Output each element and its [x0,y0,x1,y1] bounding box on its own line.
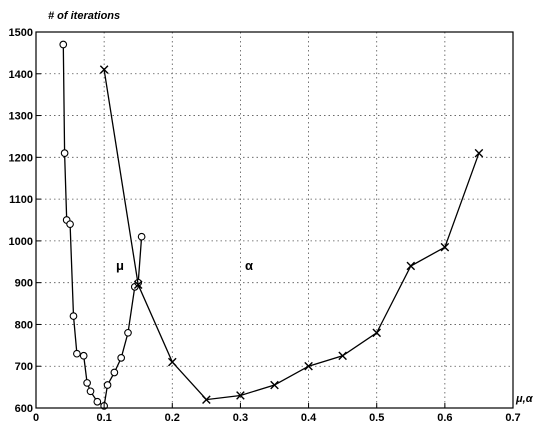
x-tick-label: 0.5 [369,412,384,422]
data-point-mu [83,379,91,387]
axis-ticks: 0 0.1 0.2 0.3 0.4 0.5 0.6 0.7 600 700 800 900 1000 11… [9,27,521,422]
y-tick-label: 700 [15,361,33,373]
data-point-mu [69,312,78,320]
y-tick-label: 1200 [9,152,33,164]
x-tick-label: 0.3 [233,412,248,422]
data-point-mu [110,368,119,377]
y-tick-label: 600 [15,403,33,415]
data-point-mu [137,232,146,241]
plot-area [59,40,484,410]
data-point-alpha [304,361,313,371]
data-point-mu [124,328,132,337]
data-point-mu [93,397,102,406]
x-tick-label: 0.6 [437,412,452,422]
x-tick-label: 0 [33,412,39,422]
series-line-alpha [103,69,480,401]
y-tick-label: 1400 [9,69,33,81]
y-tick-label: 1500 [9,27,33,39]
y-axis-title: # of iterations [48,10,120,22]
y-tick-label: 1300 [9,111,33,123]
series-label-mu: μ [116,258,124,273]
data-point-alpha [270,380,279,390]
series-label-alpha: α [245,258,253,273]
data-point-alpha [202,395,211,404]
data-point-alpha [99,65,109,74]
y-tick-label: 800 [15,319,33,331]
data-point-alpha [406,261,416,271]
data-point-alpha [372,328,382,338]
x-tick-label: 0.4 [301,412,317,422]
data-point-alpha [474,148,484,158]
y-tick-label: 1100 [9,194,33,206]
plot-frame [35,31,514,409]
data-point-mu [117,354,126,362]
y-tick-label: 1000 [9,236,33,248]
grid [36,32,513,408]
data-point-mu [66,220,74,229]
data-point-alpha [440,242,450,252]
data-point-mu [60,149,69,158]
data-point-mu [73,349,81,358]
data-point-mu [79,351,88,360]
y-tick-label: 900 [15,278,33,290]
data-point-alpha [133,280,143,290]
x-tick-label: 0.2 [165,412,180,422]
data-point-alpha [236,391,245,400]
x-tick-label: 0.1 [96,412,111,422]
data-point-alpha [167,357,177,367]
data-point-mu [103,381,112,389]
x-axis-title: μ,α [515,393,534,405]
data-point-mu [59,40,68,49]
x-tick-label: 0.7 [505,412,520,422]
data-point-alpha [338,351,347,361]
data-point-mu [86,387,95,396]
